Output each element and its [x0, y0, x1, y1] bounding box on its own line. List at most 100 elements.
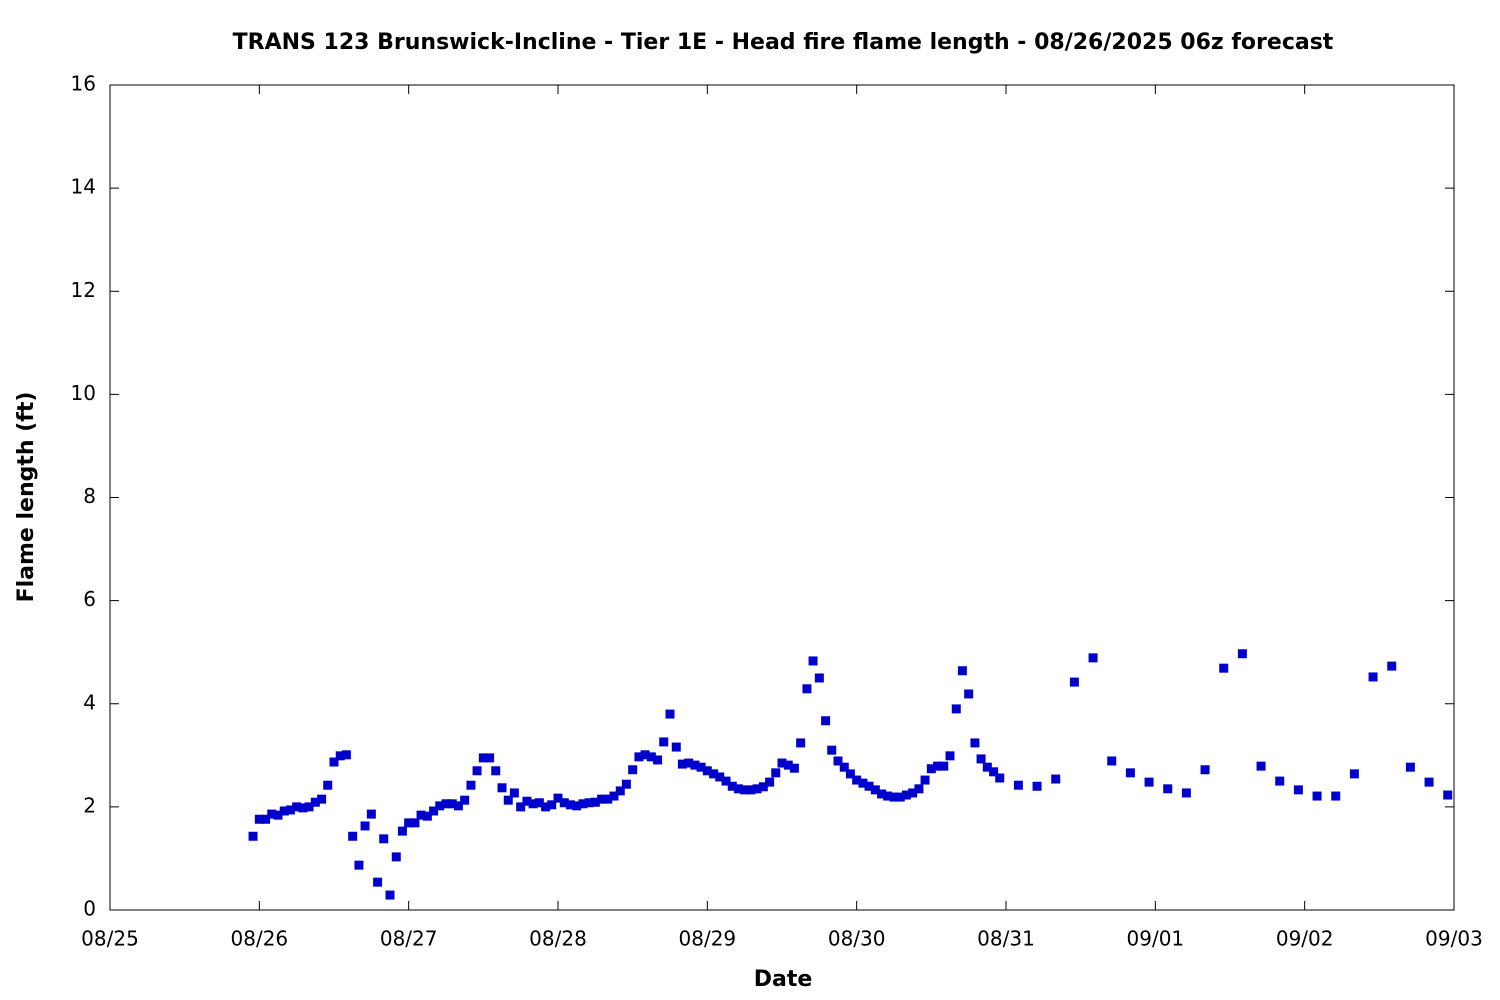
point: [553, 793, 563, 803]
point: [1275, 776, 1285, 786]
y-tick-label: 16: [71, 72, 96, 96]
point: [541, 802, 551, 812]
point: [1331, 791, 1341, 801]
point: [435, 801, 445, 811]
point: [1219, 663, 1229, 673]
point: [1349, 769, 1359, 779]
point: [765, 777, 775, 787]
point: [441, 799, 451, 809]
point: [397, 826, 407, 836]
point: [559, 798, 569, 808]
point: [1237, 649, 1247, 659]
point: [883, 791, 893, 801]
x-tick-label: 08/29: [679, 927, 737, 951]
point: [1200, 765, 1210, 775]
point: [597, 794, 607, 804]
point: [677, 759, 687, 769]
point: [522, 796, 532, 806]
point: [939, 761, 949, 771]
point: [653, 755, 663, 765]
point: [696, 762, 706, 772]
point: [329, 757, 339, 767]
point: [665, 709, 675, 719]
point: [485, 753, 495, 763]
point: [796, 738, 806, 748]
point: [1013, 780, 1023, 790]
x-tick-label: 08/28: [529, 927, 587, 951]
point: [497, 783, 507, 793]
y-axis-label: Flame length (ft): [14, 392, 39, 603]
point: [1312, 791, 1322, 801]
point: [341, 750, 351, 760]
point: [808, 656, 818, 666]
point: [385, 890, 395, 900]
point: [1032, 781, 1042, 791]
x-tick-label: 08/30: [828, 927, 886, 951]
point: [366, 809, 376, 819]
point: [317, 794, 327, 804]
point: [926, 764, 936, 774]
y-tick-label: 12: [71, 278, 96, 302]
point: [509, 788, 519, 798]
point: [640, 750, 650, 760]
y-tick-label: 0: [83, 897, 96, 921]
point: [534, 798, 544, 808]
point: [590, 797, 600, 807]
x-tick-label: 08/25: [81, 927, 139, 951]
point: [740, 785, 750, 795]
point: [777, 758, 787, 768]
point: [547, 800, 557, 810]
point: [690, 760, 700, 770]
y-tick-label: 6: [83, 587, 96, 611]
point: [360, 821, 370, 831]
point: [989, 767, 999, 777]
point: [466, 780, 476, 790]
x-tick-label: 09/01: [1127, 927, 1185, 951]
chart-title: TRANS 123 Brunswick-Incline - Tier 1E - …: [233, 30, 1334, 55]
y-tick-label: 10: [71, 381, 96, 405]
point: [870, 785, 880, 795]
point: [864, 781, 874, 791]
point: [248, 831, 258, 841]
point: [528, 799, 538, 809]
point: [1051, 774, 1061, 784]
point: [429, 806, 439, 816]
point: [945, 751, 955, 761]
point: [1088, 653, 1098, 663]
point: [285, 805, 295, 815]
x-tick-label: 09/03: [1425, 927, 1483, 951]
x-tick-label: 08/31: [977, 927, 1035, 951]
point: [715, 772, 725, 782]
x-axis-label: Date: [754, 967, 813, 992]
point: [335, 751, 345, 761]
point: [516, 802, 526, 812]
point: [422, 811, 432, 821]
point: [460, 795, 470, 805]
point: [304, 802, 314, 812]
point: [933, 761, 943, 771]
point: [472, 766, 482, 776]
x-tick-label: 08/27: [380, 927, 438, 951]
point: [702, 766, 712, 776]
point: [852, 775, 862, 785]
point: [752, 784, 762, 794]
point: [758, 782, 768, 792]
point: [802, 684, 812, 694]
point: [976, 754, 986, 764]
point: [646, 752, 656, 762]
point: [982, 762, 992, 772]
point: [354, 860, 364, 870]
point: [659, 737, 669, 747]
point: [1107, 756, 1117, 766]
point: [323, 780, 333, 790]
point: [609, 791, 619, 801]
point: [1163, 784, 1173, 794]
point: [858, 778, 868, 788]
point: [453, 801, 463, 811]
point: [267, 809, 277, 819]
y-tick-label: 8: [83, 484, 96, 508]
y-tick-label: 14: [71, 175, 96, 199]
point: [889, 792, 899, 802]
point: [1293, 785, 1303, 795]
point: [379, 834, 389, 844]
